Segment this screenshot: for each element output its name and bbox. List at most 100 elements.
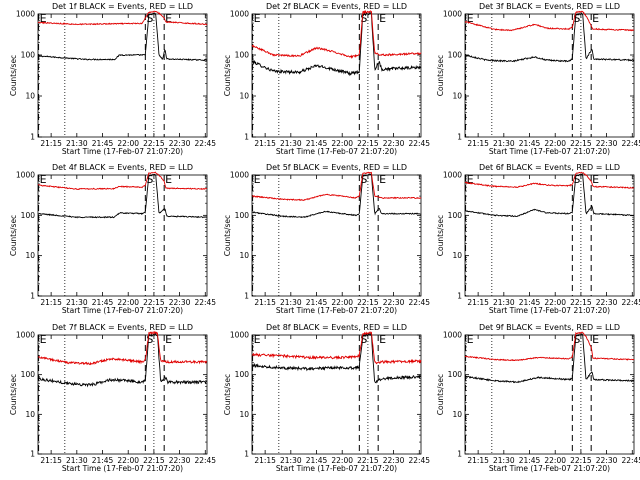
x-tick-label: 22:30 — [383, 139, 405, 148]
plot-frame — [37, 13, 208, 138]
y-tick-label: 10 — [452, 410, 462, 419]
x-axis-label: Start Time (17-Feb-07 21:07:20) — [62, 306, 183, 315]
panel-title: Det 3f BLACK = Events, RED = LLD — [479, 2, 620, 11]
series-line-lld — [37, 171, 207, 191]
detector-panel: Det 5f BLACK = Events, RED = LLD 1 10 100 10… — [223, 163, 430, 315]
panel-title: Det 5f BLACK = Events, RED = LLD — [266, 163, 407, 172]
y-tick-label: 1 — [30, 292, 35, 301]
x-tick-label: 22:45 — [194, 298, 216, 307]
y-tick-label: 1 — [244, 450, 249, 459]
x-tick-label: 21:45 — [306, 456, 328, 465]
marker-label: S — [146, 173, 153, 186]
series-line-lld — [37, 330, 208, 366]
x-tick-label: 21:30 — [66, 298, 88, 307]
series-line-events — [37, 332, 208, 388]
y-tick-label: 1 — [457, 450, 462, 459]
x-axis-label: Start Time (17-Feb-07 21:07:20) — [489, 306, 610, 315]
marker-label: S — [573, 173, 580, 186]
plot-frame — [464, 13, 635, 138]
detector-panel: Det 9f BLACK = Events, RED = LLD 1 10 100 10… — [436, 323, 640, 473]
x-tick-label: 22:00 — [544, 456, 566, 465]
x-tick-label: 21:45 — [92, 298, 114, 307]
x-tick-label: 21:30 — [66, 456, 88, 465]
x-tick-label: 22:45 — [408, 456, 430, 465]
x-tick-label: 21:15 — [254, 298, 276, 307]
panel-title: Det 2f BLACK = Events, RED = LLD — [266, 2, 407, 11]
x-tick-label: 22:30 — [169, 139, 191, 148]
x-tick-label: 22:30 — [596, 298, 618, 307]
series-line-events — [251, 11, 422, 77]
plot-frame — [464, 174, 635, 297]
y-tick-label: 1000 — [16, 10, 35, 19]
x-tick-label: 22:15 — [570, 139, 592, 148]
y-tick-label: 1000 — [16, 331, 35, 340]
detector-panel: Det 3f BLACK = Events, RED = LLD 1 10 100 10… — [436, 2, 640, 156]
y-tick-label: 100 — [448, 211, 463, 220]
series-line-events — [465, 172, 635, 218]
panel-title: Det 4f BLACK = Events, RED = LLD — [52, 163, 193, 172]
series-line-lld — [464, 10, 635, 32]
x-tick-label: 22:30 — [596, 139, 618, 148]
x-tick-label: 21:45 — [92, 139, 114, 148]
x-axis-label: Start Time (17-Feb-07 21:07:20) — [276, 306, 397, 315]
x-tick-label: 21:15 — [467, 139, 489, 148]
plot-frame — [251, 13, 422, 138]
detector-panel: Det 7f BLACK = Events, RED = LLD 1 10 100 10… — [9, 323, 216, 473]
y-tick-label: 10 — [239, 92, 249, 101]
x-tick-label: 22:15 — [357, 456, 379, 465]
y-tick-label: 1 — [457, 292, 462, 301]
x-tick-label: 22:45 — [621, 456, 640, 465]
y-axis-label: Counts/sec — [436, 374, 445, 415]
x-tick-label: 21:15 — [254, 456, 276, 465]
x-tick-label: 22:30 — [383, 298, 405, 307]
series-line-events — [251, 333, 422, 384]
x-tick-label: 22:00 — [544, 298, 566, 307]
x-tick-label: 21:30 — [493, 139, 515, 148]
series-line-lld — [251, 171, 422, 202]
y-tick-label: 100 — [448, 370, 463, 379]
marker-label: S — [573, 12, 580, 25]
series-line-lld — [464, 171, 635, 189]
panel-title: Det 9f BLACK = Events, RED = LLD — [479, 323, 620, 332]
x-tick-label: 22:45 — [408, 139, 430, 148]
marker-label: E — [165, 173, 172, 186]
marker-label: E — [592, 173, 599, 186]
x-tick-label: 21:15 — [254, 139, 276, 148]
y-tick-label: 100 — [21, 211, 36, 220]
marker-label: E — [254, 173, 261, 186]
x-tick-label: 21:30 — [493, 456, 515, 465]
x-tick-label: 21:30 — [280, 456, 302, 465]
x-tick-label: 22:00 — [117, 139, 139, 148]
marker-label: E — [40, 333, 47, 346]
y-tick-label: 1000 — [230, 10, 249, 19]
y-axis-label: Counts/sec — [436, 215, 445, 256]
y-tick-label: 1000 — [230, 331, 249, 340]
series-line-lld — [251, 331, 422, 365]
x-tick-label: 21:15 — [40, 298, 62, 307]
x-tick-label: 21:15 — [467, 298, 489, 307]
plot-frame — [251, 334, 422, 455]
x-tick-label: 22:00 — [117, 298, 139, 307]
x-tick-label: 22:30 — [596, 456, 618, 465]
y-tick-label: 1000 — [230, 171, 249, 180]
x-tick-label: 21:30 — [280, 139, 302, 148]
detector-panel: Det 8f BLACK = Events, RED = LLD 1 10 100 10… — [223, 323, 430, 473]
x-tick-label: 21:45 — [519, 456, 541, 465]
marker-label: E — [467, 173, 474, 186]
series-line-events — [37, 12, 208, 62]
x-tick-label: 21:45 — [519, 298, 541, 307]
y-tick-label: 10 — [452, 251, 462, 260]
x-tick-label: 21:30 — [280, 298, 302, 307]
marker-label: E — [40, 12, 47, 25]
x-tick-label: 22:00 — [117, 456, 139, 465]
x-tick-label: 22:15 — [570, 456, 592, 465]
marker-label: S — [573, 333, 580, 346]
x-axis-label: Start Time (17-Feb-07 21:07:20) — [489, 147, 610, 156]
detector-panel: Det 6f BLACK = Events, RED = LLD 1 10 100 10… — [436, 163, 640, 315]
y-tick-label: 1000 — [443, 331, 462, 340]
series-line-events — [37, 173, 208, 219]
plot-frame — [37, 174, 208, 297]
marker-label: E — [165, 12, 172, 25]
x-axis-label: Start Time (17-Feb-07 21:07:20) — [62, 147, 183, 156]
